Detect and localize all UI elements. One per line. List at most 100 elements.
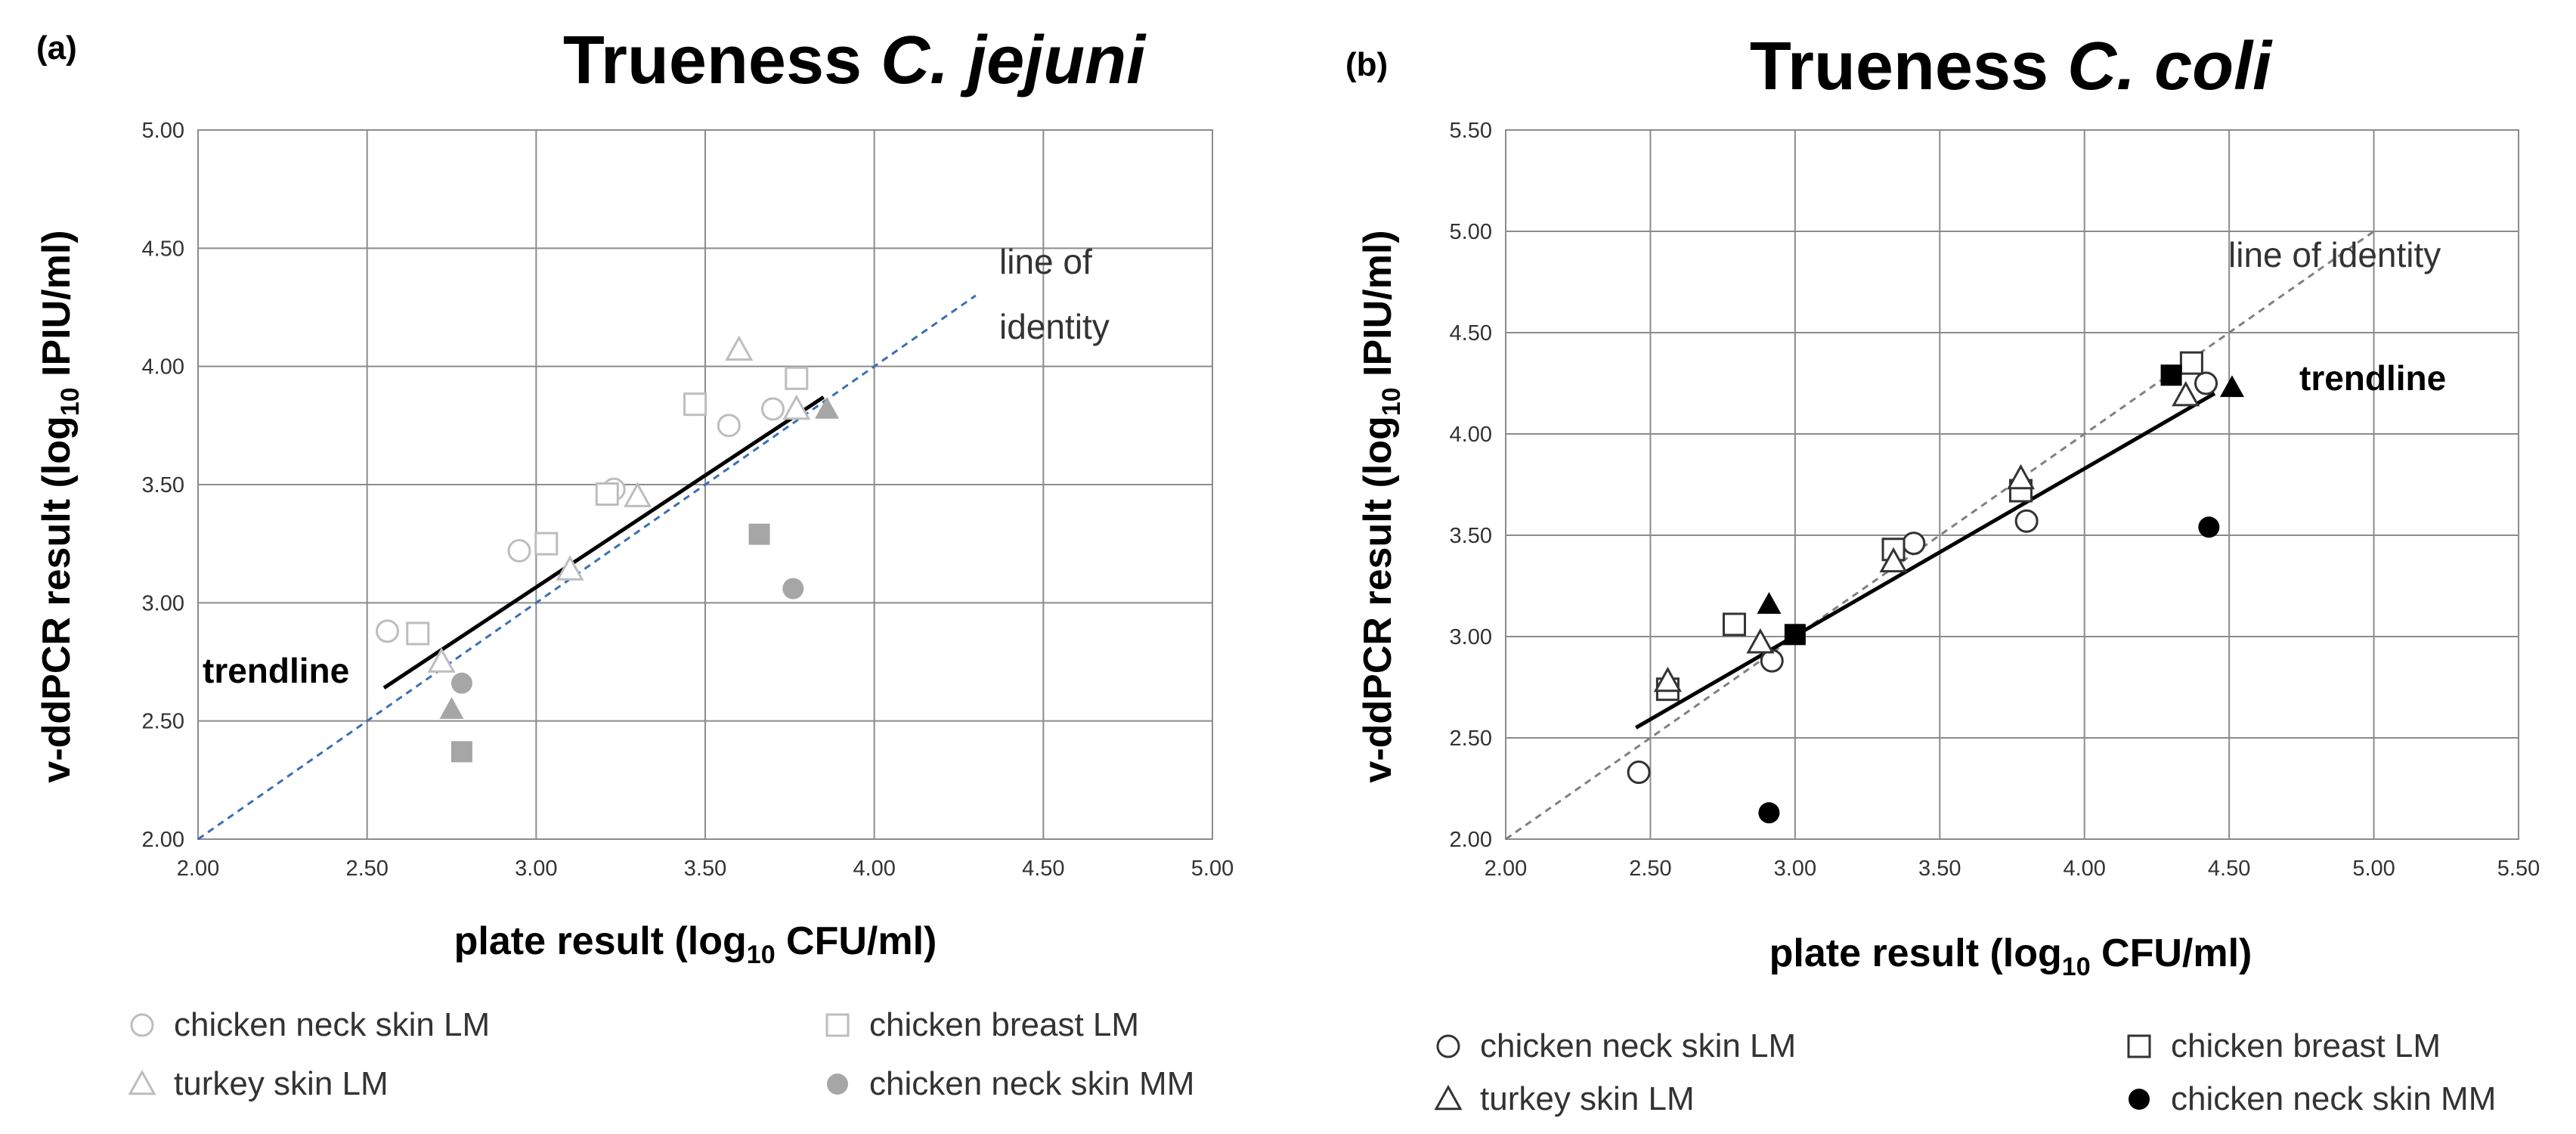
legend-item-chicken-breast-lm: chicken breast LM <box>825 1006 1139 1043</box>
x-tick-label: 2.00 <box>1485 857 1527 881</box>
legend-item-chicken-neck-skin-mm: chicken neck skin MM <box>2129 1080 2496 1117</box>
point-chicken-neck-skin-lm <box>1902 531 1926 556</box>
identity-line <box>197 294 977 841</box>
y-tick-label: 4.50 <box>1450 321 1492 345</box>
point-chicken-neck-skin-lm <box>1627 761 1651 785</box>
legend-marker-chicken-neck-skin-lm <box>130 1013 154 1037</box>
x-tick-label: 4.50 <box>2208 857 2250 881</box>
point-chicken-breast-lm <box>683 392 707 417</box>
panel-a-title-main: Trueness <box>563 23 862 98</box>
panel-b-x-ticks: 2.00 2.50 3.00 3.50 4.00 4.50 5.00 5.50 <box>1485 857 2540 881</box>
point-chicken-neck-skin-lm <box>2194 371 2218 395</box>
point-turkey-skin-lm <box>1746 627 1775 654</box>
legend-item-chicken-breast-lm: chicken breast LM <box>2127 1027 2441 1064</box>
y-tick-label: 3.00 <box>1450 625 1492 649</box>
y-tick-label: 2.00 <box>142 828 184 852</box>
panel-a-x-ticks: 2.00 2.50 3.00 3.50 4.00 4.50 5.00 <box>177 857 1234 881</box>
identity-line <box>1505 230 2375 841</box>
x-tick-label: 5.00 <box>2352 857 2395 881</box>
legend-marker-turkey-skin-lm <box>128 1069 156 1095</box>
panel-a-x-axis-label: plate result (log10 CFU/ml) <box>454 919 937 969</box>
panel-b: (b) Trueness C. coli 2.00 2.50 3.00 3.50 4.0… <box>1345 29 2540 1117</box>
point-turkey-skin-lm <box>725 335 754 361</box>
point-turkey-skin-lm <box>2172 380 2200 407</box>
point-chicken-neck-skin-lm <box>507 539 531 563</box>
point-chicken-neck-skin-lm <box>1760 649 1784 673</box>
point-turkey-skin-mm <box>815 396 840 419</box>
x-tick-label: 3.50 <box>1918 857 1961 881</box>
panel-a-y-axis-label-group: v-ddPCR result (log10 IPIU/ml) <box>35 230 85 782</box>
y-tick-label: 2.50 <box>142 710 184 734</box>
y-tick-label: 5.00 <box>1450 220 1492 244</box>
panel-a-identity-label-1: line of <box>999 242 1092 281</box>
point-chicken-breast-lm <box>785 366 809 390</box>
legend-marker-chicken-neck-skin-lm <box>1436 1034 1460 1058</box>
legend-label: chicken breast LM <box>2171 1027 2441 1064</box>
panel-b-legend: chicken neck skin LM chicken breast LM tur… <box>1434 1027 2496 1117</box>
point-chicken-neck-skin-lm <box>376 619 400 643</box>
panel-a-lines <box>197 294 977 841</box>
point-turkey-skin-lm <box>1879 547 1908 573</box>
legend-item-chicken-neck-skin-lm: chicken neck skin LM <box>130 1006 490 1043</box>
panel-a-tag: (a) <box>36 29 77 67</box>
point-chicken-neck-skin-mm <box>782 578 804 600</box>
point-turkey-skin-mm <box>1757 592 1782 614</box>
panel-b-title: Trueness C. coli <box>1750 29 2273 104</box>
panel-a-grid <box>197 129 1213 840</box>
point-turkey-skin-mm <box>439 697 464 719</box>
point-chicken-neck-skin-mm <box>450 672 472 694</box>
x-tick-label: 2.50 <box>345 857 388 881</box>
legend-item-chicken-neck-skin-mm: chicken neck skin MM <box>827 1065 1194 1102</box>
legend-label: chicken neck skin LM <box>174 1006 490 1043</box>
x-tick-label: 3.00 <box>1774 857 1816 881</box>
panel-a-title: Trueness C. jejuni <box>563 23 1147 98</box>
legend-marker-chicken-breast-lm <box>2127 1034 2151 1058</box>
trendline <box>1635 392 2216 730</box>
point-turkey-skin-lm <box>1653 666 1682 692</box>
legend-marker-chicken-neck-skin-mm <box>2129 1089 2150 1110</box>
legend-label: chicken breast LM <box>869 1006 1139 1043</box>
x-tick-label: 4.00 <box>853 857 895 881</box>
point-chicken-neck-skin-lm <box>760 397 785 421</box>
panel-a-trendline-label: trendline <box>203 651 349 690</box>
panel-b-title-species: C. coli <box>2067 29 2273 104</box>
panel-b-y-axis-label: v-ddPCR result (log10 IPIU/ml) <box>1356 230 1406 782</box>
y-tick-label: 3.00 <box>142 591 184 615</box>
point-chicken-breast-lm <box>534 531 559 556</box>
panel-b-grid <box>1505 129 2519 840</box>
panel-b-tag: (b) <box>1345 46 1388 83</box>
x-tick-label: 5.50 <box>2497 857 2540 881</box>
x-tick-label: 2.50 <box>1629 857 1671 881</box>
x-tick-label: 5.00 <box>1191 857 1234 881</box>
y-tick-label: 3.50 <box>142 473 184 497</box>
y-tick-label: 4.00 <box>1450 423 1492 447</box>
panel-b-x-axis-label: plate result (log10 CFU/ml) <box>1769 931 2252 981</box>
point-chicken-breast-mm <box>450 741 472 763</box>
point-turkey-skin-mm <box>2219 375 2244 398</box>
legend-label: chicken neck skin LM <box>1480 1027 1796 1064</box>
panel-b-identity-label: line of identity <box>2228 235 2441 274</box>
panel-a-points <box>376 335 840 763</box>
y-tick-label: 2.00 <box>1450 828 1492 852</box>
panel-b-y-ticks: 2.00 2.50 3.00 3.50 4.00 4.50 5.00 5.50 <box>1450 119 1492 852</box>
legend-item-turkey-skin-lm: turkey skin LM <box>1434 1080 1695 1117</box>
legend-label: chicken neck skin MM <box>2171 1080 2496 1117</box>
legend-marker-chicken-neck-skin-mm <box>827 1074 848 1095</box>
y-tick-label: 2.50 <box>1450 727 1492 751</box>
point-chicken-breast-mm <box>2160 364 2182 386</box>
legend-item-chicken-neck-skin-lm: chicken neck skin LM <box>1436 1027 1796 1064</box>
legend-marker-turkey-skin-lm <box>1434 1084 1463 1111</box>
point-turkey-skin-lm <box>782 394 811 420</box>
panel-b-y-axis-label-group: v-ddPCR result (log10 IPIU/ml) <box>1356 230 1406 782</box>
legend-marker-chicken-breast-lm <box>825 1013 850 1037</box>
legend-label: chicken neck skin MM <box>869 1065 1194 1102</box>
point-chicken-breast-mm <box>748 523 770 545</box>
y-tick-label: 4.00 <box>142 355 184 380</box>
x-tick-label: 4.00 <box>2063 857 2105 881</box>
point-turkey-skin-lm <box>2006 463 2036 490</box>
legend-item-turkey-skin-lm: turkey skin LM <box>128 1065 389 1102</box>
panel-a-legend: chicken neck skin LM chicken breast LM tur… <box>128 1006 1194 1102</box>
point-chicken-breast-lm <box>1722 612 1746 637</box>
point-chicken-breast-mm <box>1784 624 1806 646</box>
x-tick-label: 4.50 <box>1022 857 1064 881</box>
